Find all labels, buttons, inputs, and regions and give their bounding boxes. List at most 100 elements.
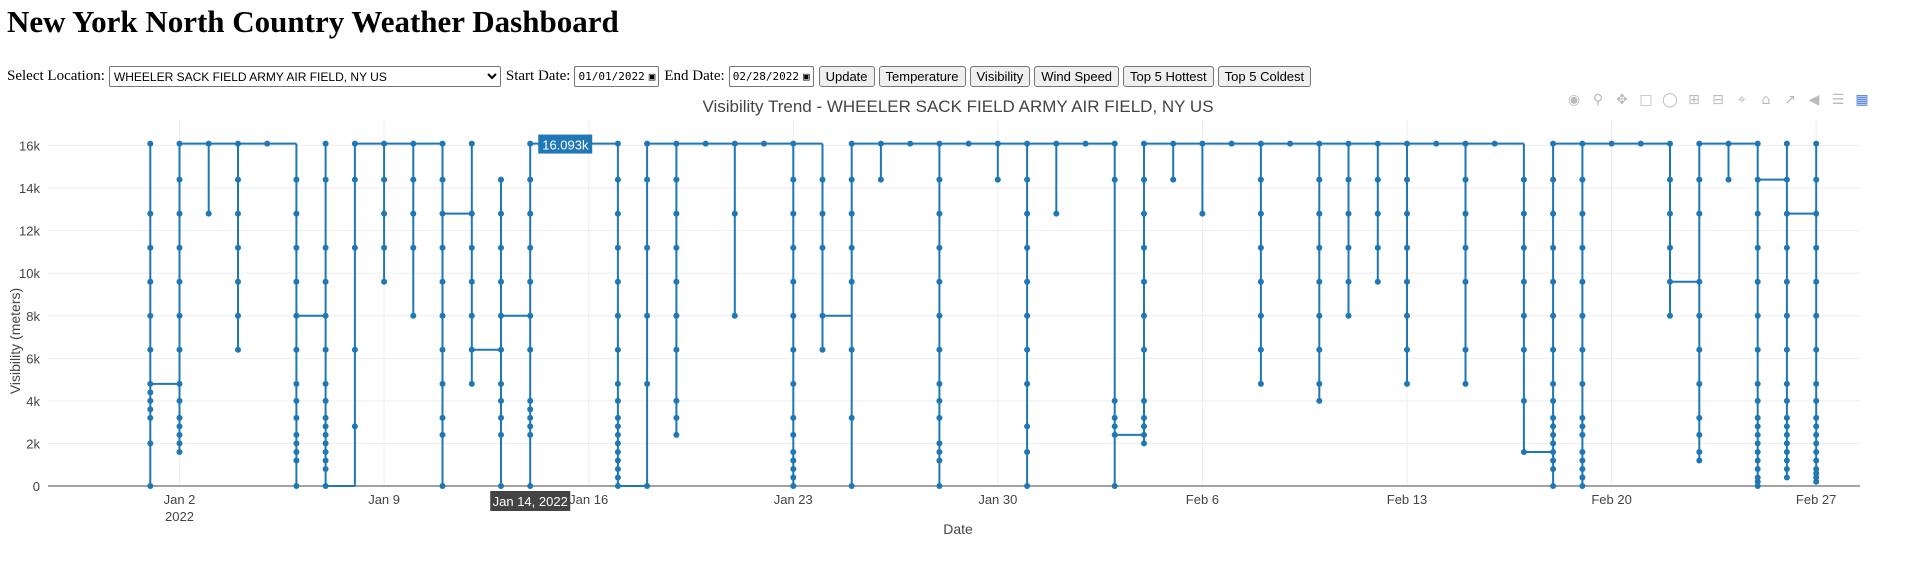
- calendar-icon[interactable]: ▣: [802, 70, 810, 83]
- temperature-button[interactable]: Temperature: [878, 66, 966, 87]
- data-point: [176, 449, 183, 455]
- data-point: [381, 278, 388, 285]
- data-point: [1783, 431, 1790, 438]
- reset-axes-icon[interactable]: ⌂: [1761, 92, 1771, 108]
- data-point: [235, 210, 241, 217]
- value-tooltip-text: 16.093k: [542, 138, 589, 153]
- data-point: [1199, 140, 1206, 147]
- data-point: [1550, 457, 1557, 464]
- data-point: [351, 346, 358, 353]
- x-tick-label: Jan 9: [368, 492, 400, 507]
- calendar-icon[interactable]: ▣: [648, 70, 656, 83]
- data-point: [1696, 278, 1703, 285]
- data-point: [235, 176, 241, 183]
- x-tick-label: Feb 13: [1387, 492, 1427, 507]
- visibility-chart[interactable]: Visibility Trend - WHEELER SACK FIELD AR…: [0, 94, 1909, 564]
- zoom-icon[interactable]: ⚲: [1592, 92, 1604, 108]
- data-point: [264, 140, 271, 147]
- update-button[interactable]: Update: [818, 66, 875, 87]
- data-point: [1316, 140, 1323, 147]
- data-point: [498, 278, 504, 285]
- data-point: [205, 210, 212, 217]
- data-point: [614, 176, 621, 183]
- data-point: [1754, 449, 1761, 455]
- data-point: [1141, 346, 1147, 353]
- data-point: [1579, 466, 1586, 472]
- data-point: [1696, 380, 1703, 387]
- x-tick-label: Feb 27: [1796, 492, 1836, 507]
- data-point: [322, 457, 329, 464]
- data-point: [1579, 346, 1586, 353]
- data-point: [1520, 449, 1527, 455]
- data-point: [614, 278, 621, 285]
- data-point: [176, 431, 183, 438]
- chart-grid: [48, 120, 1860, 486]
- data-point: [1111, 414, 1118, 421]
- data-point: [1813, 397, 1820, 404]
- data-point: [1345, 278, 1352, 285]
- data-point: [527, 406, 534, 413]
- data-point: [293, 440, 300, 447]
- data-point: [293, 457, 300, 464]
- data-point: [702, 140, 709, 147]
- data-point: [1404, 210, 1410, 217]
- data-point: [1754, 176, 1761, 183]
- plotly-logo-icon[interactable]: ▦: [1855, 92, 1869, 108]
- box-select-icon[interactable]: □: [1639, 92, 1653, 108]
- data-point: [1813, 312, 1820, 319]
- spike-lines-icon[interactable]: ↗: [1784, 92, 1796, 108]
- hover-closest-icon[interactable]: ◀: [1808, 92, 1820, 108]
- data-point: [1667, 278, 1673, 285]
- data-point: [322, 466, 329, 472]
- end-date-input[interactable]: 02/28/2022 ▣: [728, 66, 814, 87]
- wind-speed-button[interactable]: Wind Speed: [1034, 66, 1120, 87]
- x-tick-label: Feb 20: [1591, 492, 1631, 507]
- data-point: [848, 140, 855, 147]
- top-5-coldest-button[interactable]: Top 5 Coldest: [1217, 66, 1312, 87]
- data-point: [614, 346, 621, 353]
- data-point: [848, 346, 855, 353]
- data-point: [1257, 380, 1264, 387]
- visibility-button[interactable]: Visibility: [969, 66, 1031, 87]
- data-point: [614, 397, 621, 404]
- data-point: [1404, 176, 1410, 183]
- data-point: [614, 312, 621, 319]
- data-point: [351, 176, 358, 183]
- data-point: [1813, 431, 1820, 438]
- camera-icon[interactable]: ◉: [1567, 92, 1581, 108]
- data-point: [176, 210, 183, 217]
- data-point: [1783, 244, 1790, 251]
- location-select[interactable]: WHEELER SACK FIELD ARMY AIR FIELD, NY US: [108, 66, 501, 87]
- data-point: [848, 244, 855, 251]
- data-point: [1783, 414, 1790, 421]
- hover-compare-icon[interactable]: ☰: [1831, 92, 1845, 108]
- data-point: [1550, 397, 1557, 404]
- data-point: [1813, 210, 1820, 217]
- data-point: [147, 440, 154, 447]
- data-point: [1111, 176, 1118, 183]
- data-point: [790, 466, 797, 472]
- zoom-in-icon[interactable]: ⊞: [1688, 92, 1700, 108]
- data-point: [1024, 449, 1031, 455]
- data-point: [994, 176, 1001, 183]
- data-point: [614, 440, 621, 447]
- data-point: [1754, 210, 1761, 217]
- data-point: [673, 312, 680, 319]
- lasso-icon[interactable]: ◯: [1662, 92, 1678, 108]
- data-point: [1550, 244, 1557, 251]
- data-point: [1199, 210, 1206, 217]
- data-point: [322, 440, 329, 447]
- data-point: [965, 140, 972, 147]
- data-point: [1813, 278, 1820, 285]
- zoom-out-icon[interactable]: ⊟: [1712, 92, 1724, 108]
- start-date-input[interactable]: 01/01/2022 ▣: [574, 66, 660, 87]
- data-point: [176, 140, 183, 147]
- data-point: [410, 244, 417, 251]
- data-point: [1754, 457, 1761, 464]
- top-5-hottest-button[interactable]: Top 5 Hottest: [1123, 66, 1214, 87]
- pan-icon[interactable]: ✥: [1616, 92, 1628, 108]
- autoscale-icon[interactable]: ⌖: [1738, 92, 1746, 108]
- data-point: [819, 210, 826, 217]
- data-point: [293, 414, 300, 421]
- data-point: [176, 176, 183, 183]
